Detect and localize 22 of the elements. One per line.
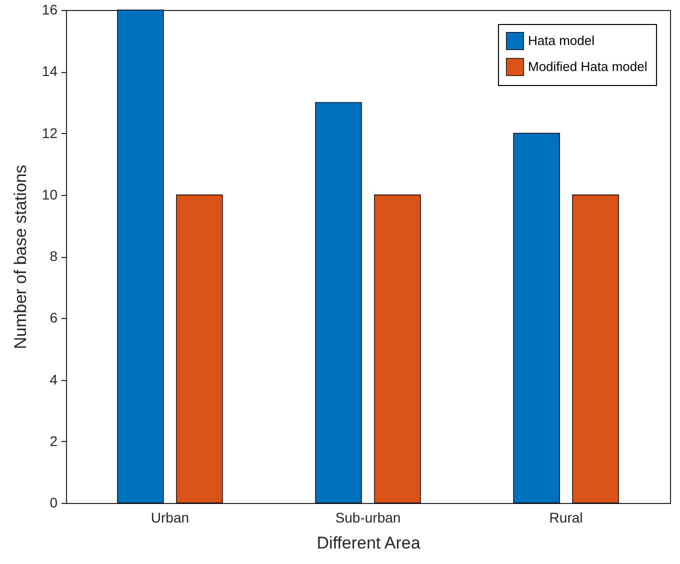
x-tick-label: Rural: [549, 510, 583, 526]
y-tick-label: 16: [42, 2, 58, 18]
y-tick-label: 14: [42, 63, 58, 80]
y-axis-title: Number of base stations: [10, 164, 30, 350]
legend-label: Hata model: [528, 33, 595, 48]
bar: [176, 194, 223, 504]
y-tick-label: 2: [50, 432, 58, 449]
bar: [374, 194, 421, 504]
bar: [572, 194, 619, 504]
y-tick-label: 8: [50, 248, 58, 264]
bar: [315, 102, 362, 504]
y-tick-label: 12: [42, 124, 58, 141]
legend-label: Modified Hata model: [528, 59, 648, 74]
bar: [117, 10, 164, 504]
y-tick-label: 6: [50, 310, 58, 326]
y-tick-label: 0: [50, 494, 58, 510]
x-axis-title: Different Area: [316, 534, 421, 552]
bar: [513, 132, 560, 504]
y-tick-label: 10: [42, 186, 58, 202]
x-tick-label: Urban: [150, 510, 190, 526]
y-tick-label: 4: [50, 371, 58, 388]
x-tick-label: Sub-urban: [335, 510, 401, 526]
